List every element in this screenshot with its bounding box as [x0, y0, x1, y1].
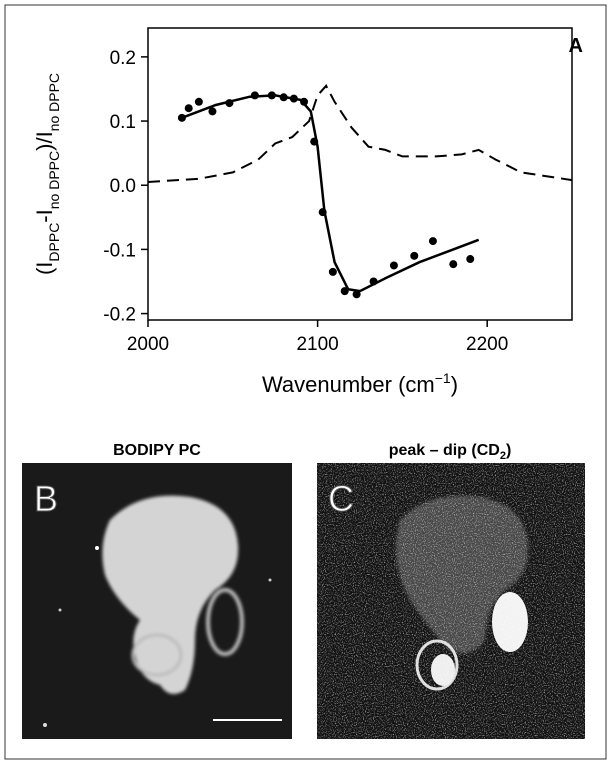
x-axis-label: Wavenumber (cm−1)	[262, 370, 458, 397]
y-tick-label: 0.1	[110, 112, 136, 133]
fit-line	[181, 94, 480, 293]
image-title: peak – dip (CD2)	[389, 442, 512, 462]
data-point	[352, 290, 361, 299]
plot-frame	[147, 27, 573, 321]
panel-label: A	[569, 35, 583, 57]
y-tick-label: 0.0	[110, 176, 136, 197]
y-tick-label: -0.1	[103, 240, 136, 261]
plot: 2000 2100 2200 0.2 0.1 0.0 -0.1 -0.2	[103, 27, 573, 355]
cell-fluorescence	[102, 495, 244, 694]
dashed-line	[147, 84, 573, 183]
image-title: BODIPY PC	[113, 442, 201, 459]
image-label: C	[328, 478, 354, 519]
y-axis-label: (IDPPC-Ino DPPC)/Ino DPPC	[32, 73, 62, 275]
image-label: B	[34, 478, 58, 519]
data-point	[208, 107, 217, 116]
image-noise	[317, 463, 585, 739]
data-point	[194, 97, 203, 106]
image-c: C	[317, 463, 585, 739]
y-tick-label: 0.2	[110, 48, 136, 69]
x-tick-label: 2100	[296, 334, 338, 355]
image-b: B	[22, 463, 292, 739]
data-point	[389, 261, 398, 270]
data-point	[428, 237, 437, 246]
data-point	[466, 255, 475, 264]
data-point	[449, 260, 458, 269]
x-tick-label: 2000	[127, 334, 169, 355]
data-point	[410, 251, 419, 260]
x-tick-label: 2200	[466, 334, 508, 355]
data-point	[328, 267, 337, 276]
data-point	[184, 104, 193, 113]
y-tick-label: -0.2	[103, 305, 136, 326]
frame	[4, 4, 607, 760]
